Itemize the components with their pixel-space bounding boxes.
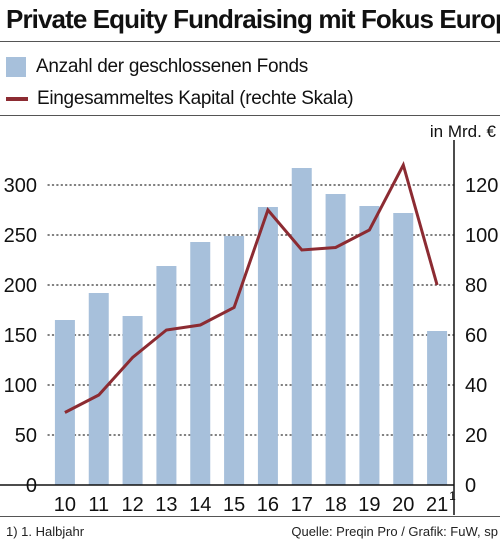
right-tick-label-60: 60	[465, 325, 487, 347]
legend-swatch-line	[6, 97, 28, 101]
bar-19	[359, 206, 380, 485]
right-tick-label-100: 100	[465, 225, 498, 247]
x-tick-label-16: 16	[257, 494, 279, 516]
bar-14	[190, 242, 211, 485]
left-tick-label-300: 300	[4, 175, 37, 197]
legend-label-line: Eingesammeltes Kapital (rechte Skala)	[37, 88, 354, 109]
bar-12	[122, 316, 143, 485]
left-tick-label-150: 150	[4, 325, 37, 347]
x-tick-label-19: 19	[358, 494, 380, 516]
right-tick-label-0: 0	[465, 475, 476, 497]
left-tick-label-250: 250	[4, 225, 37, 247]
left-tick-label-50: 50	[15, 425, 37, 447]
x-tick-label-21: 21	[426, 494, 448, 516]
bar-13	[156, 266, 177, 485]
bar-21	[427, 331, 448, 485]
source-note: Quelle: Preqin Pro / Grafik: FuW, sp	[291, 524, 498, 539]
x-tick-label-20: 20	[392, 494, 414, 516]
line-series-capital	[64, 160, 439, 414]
chart-title: Private Equity Fundraising mit Fokus Eur…	[6, 4, 500, 34]
legend-divider	[0, 115, 500, 116]
bar-20	[393, 213, 414, 485]
bar-18	[325, 194, 346, 485]
capital-line	[64, 160, 439, 414]
footer-divider	[0, 516, 500, 517]
x-tick-label-15: 15	[223, 494, 245, 516]
x-tick-label-13: 13	[155, 494, 177, 516]
bars	[54, 168, 448, 485]
bar-15	[224, 236, 245, 485]
legend-item-bars: Anzahl der geschlossenen Fonds	[6, 56, 308, 78]
bar-16	[257, 207, 278, 485]
legend-swatch-bars	[6, 57, 26, 77]
right-tick-label-120: 120	[465, 175, 498, 197]
left-tick-label-200: 200	[4, 275, 37, 297]
right-tick-label-80: 80	[465, 275, 487, 297]
x-tick-label-12: 12	[121, 494, 143, 516]
bar-11	[88, 293, 109, 485]
x-tick-label-14: 14	[189, 494, 211, 516]
bar-10	[54, 320, 75, 485]
title-divider	[0, 41, 500, 42]
legend-item-line: Eingesammeltes Kapital (rechte Skala)	[6, 88, 354, 110]
x-tick-label-18: 18	[324, 494, 346, 516]
x-tick-label-11: 11	[88, 494, 109, 516]
footnote: 1) 1. Halbjahr	[6, 524, 85, 539]
bar-17	[291, 168, 312, 485]
left-tick-label-100: 100	[4, 375, 37, 397]
right-tick-label-20: 20	[465, 425, 487, 447]
legend-label-bars: Anzahl der geschlossenen Fonds	[36, 56, 308, 77]
x-tick-superscript-21: 1	[449, 489, 456, 503]
right-axis-unit-label: in Mrd. €	[430, 122, 497, 141]
right-tick-label-40: 40	[465, 375, 487, 397]
left-tick-label-0: 0	[26, 475, 37, 497]
x-tick-label-17: 17	[291, 494, 313, 516]
x-tick-label-10: 10	[54, 494, 76, 516]
gridlines	[47, 184, 455, 436]
